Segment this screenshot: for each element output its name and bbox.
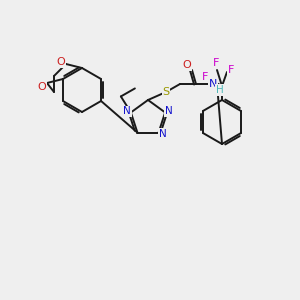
Text: S: S — [162, 87, 169, 97]
Text: N: N — [123, 106, 131, 116]
Text: O: O — [183, 60, 191, 70]
Text: F: F — [228, 65, 234, 75]
Text: H: H — [216, 85, 224, 95]
Text: O: O — [38, 82, 46, 92]
Text: N: N — [165, 106, 173, 116]
Text: F: F — [202, 72, 208, 82]
Text: N: N — [159, 129, 167, 139]
Text: F: F — [213, 58, 219, 68]
Text: N: N — [209, 79, 217, 89]
Text: O: O — [57, 57, 65, 67]
